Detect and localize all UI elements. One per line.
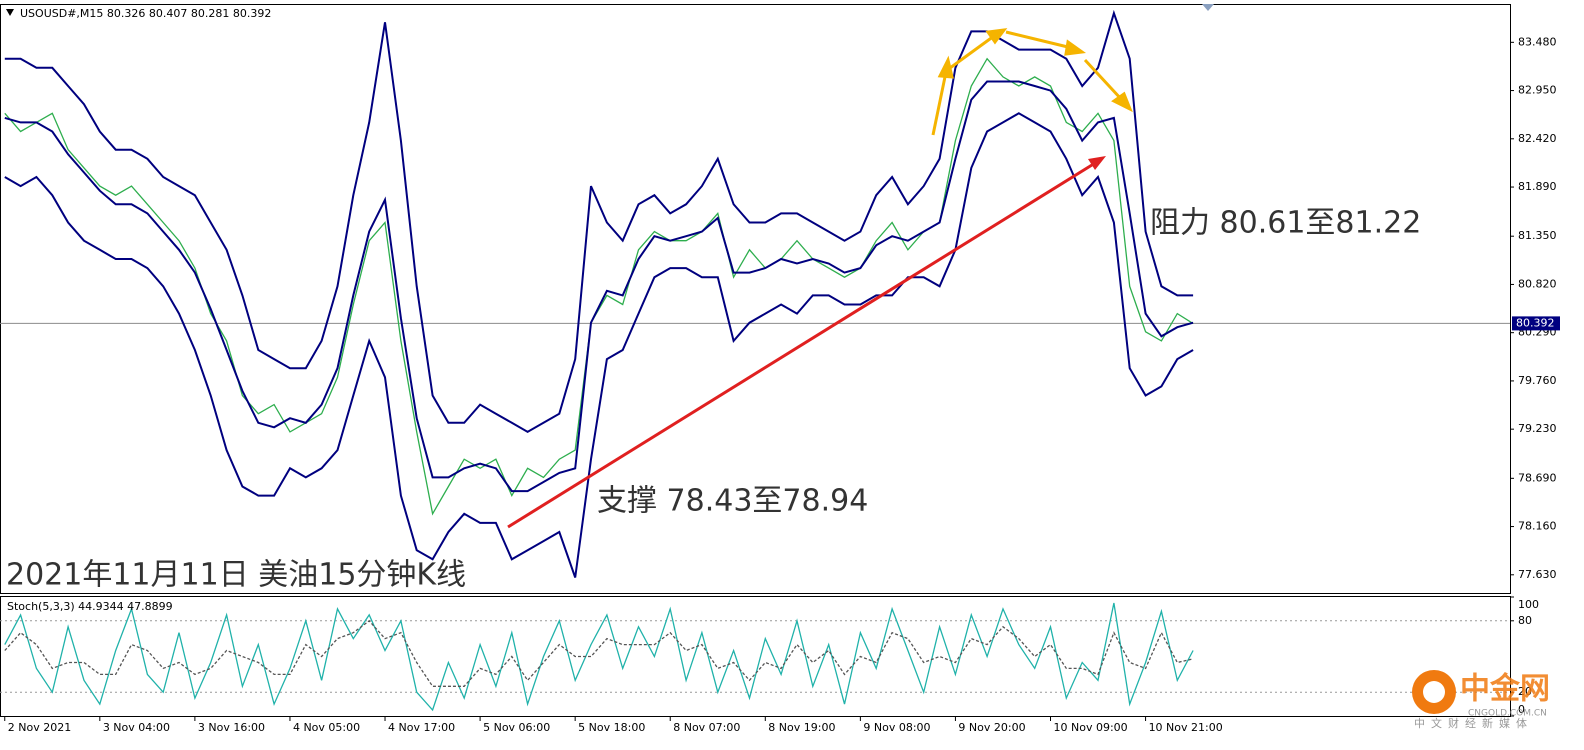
- y-tick-label: 0: [1518, 703, 1525, 716]
- logo-slogan: 中文财经新媒体: [1414, 716, 1533, 730]
- series-line: [4, 619, 1194, 687]
- x-tick-label: 3 Nov 16:00: [198, 721, 265, 734]
- arrow: [1083, 58, 1124, 102]
- arrow-head: [1111, 91, 1133, 113]
- arrow-head: [985, 28, 1008, 45]
- y-tick-label: 78.690: [1518, 471, 1557, 484]
- x-tick-label: 5 Nov 06:00: [483, 721, 550, 734]
- stoch-frame: [0, 596, 1511, 717]
- x-tick-label: 4 Nov 05:00: [293, 721, 360, 734]
- y-tick-label: 79.760: [1518, 374, 1557, 387]
- x-tick-label: 8 Nov 07:00: [673, 721, 740, 734]
- x-tick-label: 9 Nov 20:00: [958, 721, 1025, 734]
- arrow-head: [937, 55, 954, 79]
- x-tick-label: 8 Nov 19:00: [768, 721, 835, 734]
- logo-brand: 中金网: [1460, 672, 1550, 707]
- y-tick-label: 82.420: [1518, 132, 1557, 145]
- watermark: 中金网 CNGOLD.COM.CN 中文财经新媒体: [1412, 670, 1550, 730]
- series-line: [4, 602, 1194, 712]
- x-tick-label: 3 Nov 04:00: [103, 721, 170, 734]
- arrow: [931, 71, 948, 136]
- y-tick-label: 83.480: [1518, 35, 1557, 48]
- y-tick-label: 79.230: [1518, 422, 1557, 435]
- pattern-arrows: [931, 28, 1133, 136]
- symbol-header: USOUSD#,M15 80.326 80.407 80.281 80.392: [20, 7, 271, 20]
- logo-inner: [1423, 681, 1445, 703]
- arrow-head: [1088, 156, 1106, 170]
- y-tick-label: 82.950: [1518, 84, 1557, 97]
- chart-caption: 2021年11月11日 美油15分钟K线: [6, 558, 466, 593]
- x-tick-label: 10 Nov 21:00: [1149, 721, 1223, 734]
- arrow: [949, 34, 995, 70]
- y-tick-label: 81.350: [1518, 229, 1557, 242]
- support-note: 支撑 78.43至78.94: [597, 484, 868, 519]
- y-tick-label: 20: [1518, 685, 1532, 698]
- menu-marker: [6, 9, 14, 16]
- x-tick-label: 5 Nov 18:00: [578, 721, 645, 734]
- y-tick-label: 80: [1518, 614, 1532, 627]
- stoch-header: Stoch(5,3,3) 44.9344 47.8899: [7, 600, 173, 613]
- marker: [1202, 4, 1214, 11]
- y-tick-label: 77.630: [1518, 568, 1557, 581]
- x-tick-label: 10 Nov 09:00: [1054, 721, 1128, 734]
- y-tick-label: 100: [1518, 598, 1539, 611]
- arrow-head: [1064, 39, 1086, 56]
- main-frame: [0, 4, 1511, 594]
- resistance-note: 阻力 80.61至81.22: [1150, 206, 1421, 241]
- last-price-label: 80.392: [1516, 316, 1555, 329]
- x-tick-label: 4 Nov 17:00: [388, 721, 455, 734]
- y-tick-label: 81.890: [1518, 180, 1557, 193]
- last-price-box: [1512, 316, 1560, 331]
- arrow: [1005, 30, 1073, 50]
- y-tick-label: 80.820: [1518, 277, 1557, 290]
- series-line: [4, 80, 1194, 493]
- x-tick-label: 2 Nov 2021: [8, 721, 71, 734]
- logo-site: CNGOLD.COM.CN: [1468, 709, 1547, 719]
- y-tick-label: 78.160: [1518, 520, 1557, 533]
- x-tick-label: 9 Nov 08:00: [863, 721, 930, 734]
- plot-layer: 83.48082.95082.42081.89081.35080.82080.2…: [0, 9, 1560, 734]
- trend-line: [507, 158, 1101, 529]
- series-line: [4, 112, 1194, 578]
